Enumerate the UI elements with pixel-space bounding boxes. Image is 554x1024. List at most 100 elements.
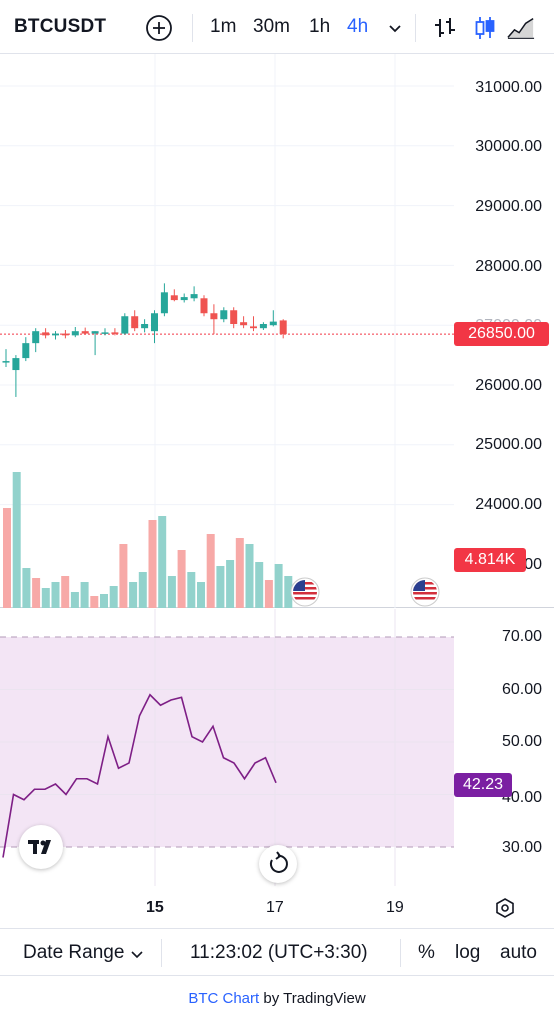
- candle-body: [42, 332, 50, 336]
- volume-bar: [158, 516, 167, 608]
- price-axis-tick: 31000.00: [475, 79, 542, 96]
- area-style-icon[interactable]: [507, 14, 535, 42]
- symbol-name[interactable]: BTCUSDT: [14, 16, 107, 37]
- add-symbol-icon[interactable]: [145, 14, 173, 42]
- volume-bar: [70, 592, 79, 608]
- candle-body: [22, 343, 30, 359]
- volume-label: 4.814K: [454, 548, 526, 572]
- candle-body: [61, 333, 69, 336]
- volume-bar: [51, 582, 60, 608]
- interval-1m[interactable]: 1m: [210, 16, 237, 37]
- tradingview-logo-icon[interactable]: [19, 825, 63, 869]
- volume-bar: [41, 588, 50, 608]
- price-pane[interactable]: 31000.00 30000.00 29000.00 28000.00 2700…: [0, 54, 554, 608]
- settings-icon[interactable]: [494, 897, 516, 919]
- price-axis-tick: 29000.00: [475, 198, 542, 215]
- us-flag-event-icon[interactable]: [410, 577, 440, 607]
- candle-body: [131, 316, 139, 329]
- bottom-divider: [161, 939, 162, 967]
- toolbar-divider: [192, 14, 193, 42]
- volume-bar: [3, 508, 11, 608]
- log-toggle[interactable]: log: [455, 942, 481, 963]
- volume-bar: [264, 580, 273, 608]
- volume-bar: [32, 578, 41, 608]
- rsi-axis-tick: 70.00: [501, 628, 542, 645]
- candle-body: [151, 313, 158, 332]
- price-axis-tick: 26000.00: [475, 377, 542, 394]
- clock-time[interactable]: 11:23:02 (UTC+3:30): [190, 942, 368, 963]
- candle-body: [279, 320, 287, 335]
- candle-body: [220, 310, 228, 320]
- volume-bar: [100, 594, 108, 608]
- candle-body: [121, 316, 129, 334]
- volume-bar: [148, 520, 157, 608]
- candle-body: [190, 294, 198, 299]
- volume-bar: [80, 582, 89, 608]
- footer-attribution: BTC Chart by TradingView: [0, 990, 554, 1007]
- candle-body: [32, 331, 40, 344]
- percent-toggle[interactable]: %: [418, 942, 435, 963]
- rsi-pane[interactable]: 70.00 60.00 50.00 40.00 30.00 42.23: [0, 609, 554, 886]
- toolbar-divider: [415, 14, 416, 42]
- volume-bar: [216, 566, 225, 608]
- date-range-button[interactable]: Date Range: [23, 942, 125, 963]
- candle-body: [2, 361, 10, 363]
- reset-icon: [269, 851, 288, 873]
- candle-style-icon[interactable]: [471, 14, 499, 42]
- volume-bar: [167, 576, 176, 608]
- volume-bar: [226, 560, 235, 608]
- us-flag-event-icon[interactable]: [290, 577, 320, 607]
- candle-body: [180, 297, 188, 301]
- time-axis[interactable]: 15 17 19: [0, 886, 554, 928]
- volume-bar: [129, 582, 138, 608]
- volume-bar: [197, 582, 205, 608]
- volume-bar: [138, 572, 147, 608]
- rsi-line: [2, 693, 277, 858]
- time-axis-label: 15: [146, 899, 164, 916]
- volume-bar: [22, 568, 31, 608]
- volume-bar: [235, 538, 244, 608]
- volume-bar: [90, 596, 99, 608]
- volume-bar: [255, 562, 264, 608]
- volume-bar: [61, 576, 70, 608]
- price-chart[interactable]: [0, 54, 554, 608]
- rsi-axis-tick: 60.00: [501, 681, 542, 698]
- rsi-axis-tick: 50.00: [501, 733, 542, 750]
- candle-body: [240, 322, 248, 326]
- chevron-down-icon[interactable]: [387, 20, 403, 36]
- candle-body: [210, 313, 218, 320]
- volume-bar: [177, 550, 186, 608]
- candle-body: [91, 331, 99, 334]
- interval-1h[interactable]: 1h: [309, 16, 331, 37]
- candle-body: [71, 331, 79, 336]
- interval-4h[interactable]: 4h: [347, 16, 369, 37]
- rsi-chart[interactable]: [0, 609, 554, 886]
- footer-text: by TradingView: [259, 990, 366, 1007]
- volume-bar: [284, 576, 293, 608]
- volume-bar: [206, 534, 215, 608]
- rsi-current-label: 42.23: [454, 773, 512, 797]
- candle-body: [250, 326, 257, 329]
- bottom-bar: Date Range 11:23:02 (UTC+3:30) % log aut…: [0, 928, 554, 976]
- candle-body: [12, 358, 20, 371]
- price-axis-tick: 30000.00: [475, 138, 542, 155]
- candle-body: [141, 324, 149, 329]
- bar-style-icon[interactable]: [431, 14, 459, 42]
- time-axis-label: 17: [266, 899, 284, 916]
- reset-chart-button[interactable]: [259, 845, 297, 883]
- candle-body: [200, 298, 208, 314]
- btc-chart-link[interactable]: BTC Chart: [188, 990, 260, 1007]
- candle-body: [160, 292, 168, 314]
- candle-body: [101, 332, 109, 334]
- interval-30m[interactable]: 30m: [253, 16, 290, 37]
- candle-body: [269, 321, 277, 326]
- volume-bar: [12, 472, 21, 608]
- volume-bar: [109, 586, 118, 608]
- candle-body: [230, 310, 238, 325]
- volume-bar: [245, 544, 254, 608]
- chevron-down-icon[interactable]: [130, 947, 144, 961]
- candle-body: [111, 332, 119, 334]
- auto-toggle[interactable]: auto: [500, 942, 537, 963]
- candle-body: [52, 333, 59, 336]
- candle-body: [81, 331, 89, 334]
